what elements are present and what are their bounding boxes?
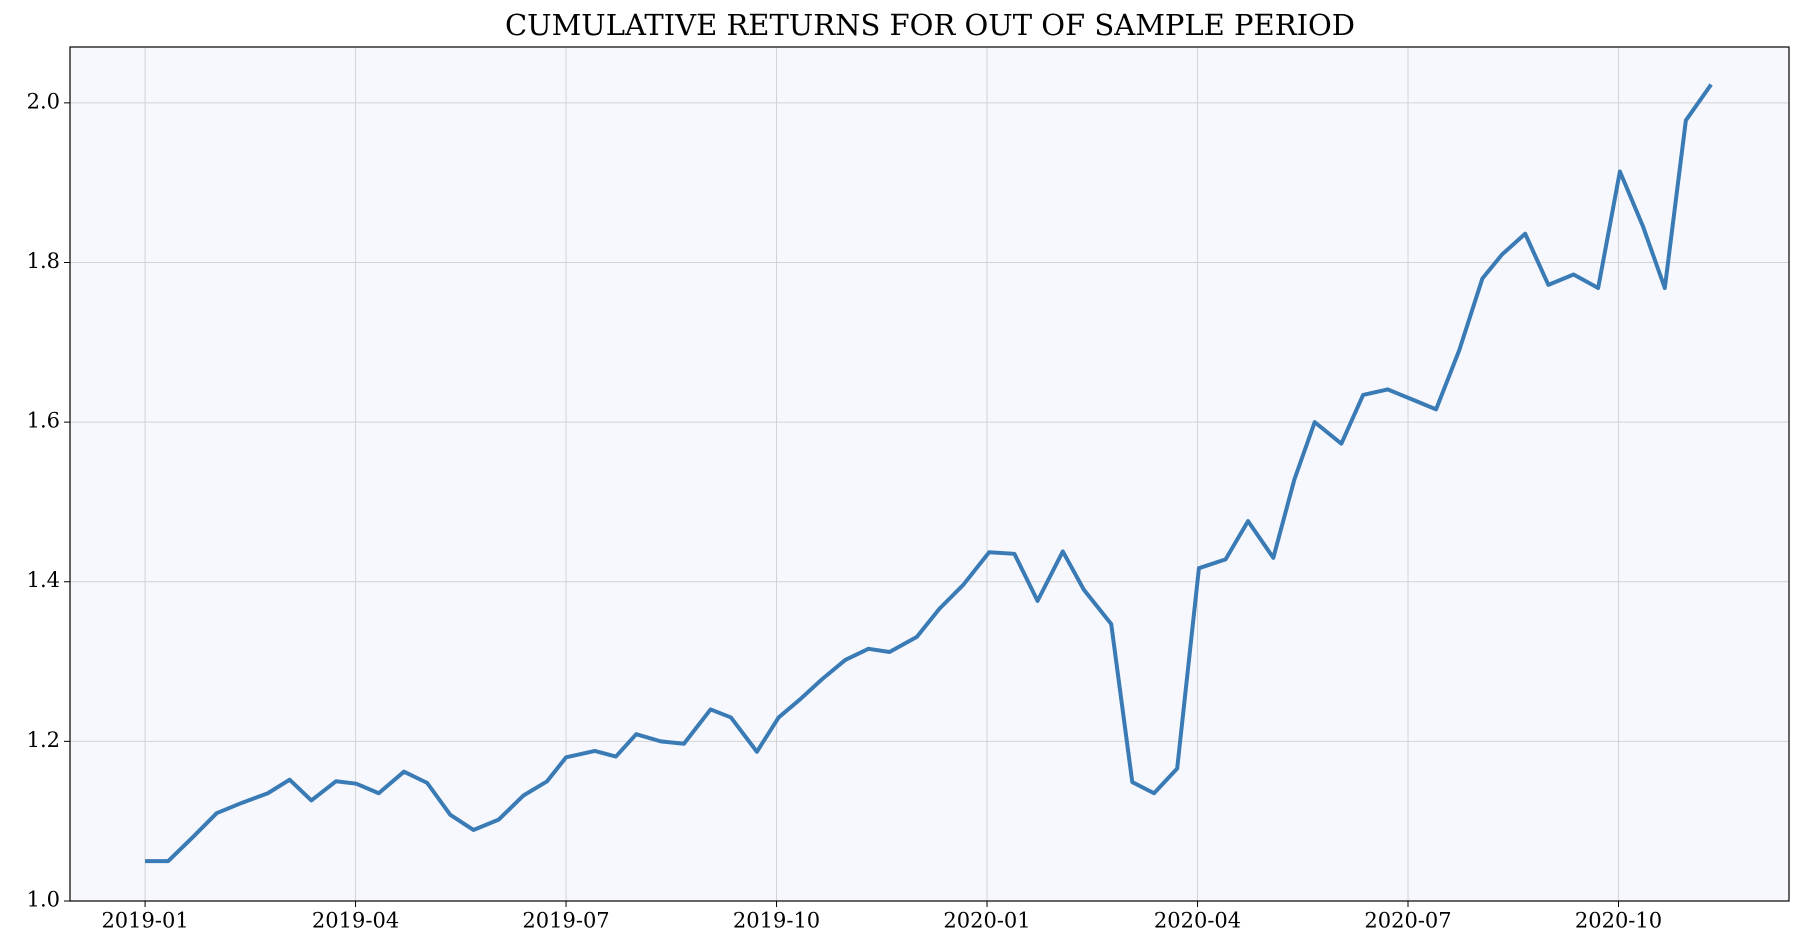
x-tick-label: 2020-04 [1154, 909, 1241, 933]
x-tick-label: 2020-07 [1364, 909, 1451, 933]
y-tick-label: 1.0 [27, 888, 60, 912]
x-tick-label: 2019-10 [733, 909, 820, 933]
plot-frame [69, 46, 1790, 902]
y-tick-label: 1.4 [27, 568, 60, 592]
y-tick-label: 1.6 [27, 409, 60, 433]
plot-area [70, 47, 1789, 901]
x-tick-label: 2020-01 [943, 909, 1030, 933]
chart-title: CUMULATIVE RETURNS FOR OUT OF SAMPLE PER… [505, 8, 1355, 42]
y-tick-label: 1.2 [27, 728, 60, 752]
x-tick-label: 2019-01 [101, 909, 188, 933]
x-tick-label: 2019-07 [522, 909, 609, 933]
line-series [145, 83, 1713, 864]
y-tick-label: 1.8 [27, 249, 60, 273]
x-tick-label: 2019-04 [312, 909, 399, 933]
x-tick-label: 2020-10 [1575, 909, 1662, 933]
y-tick-label: 2.0 [27, 89, 60, 113]
